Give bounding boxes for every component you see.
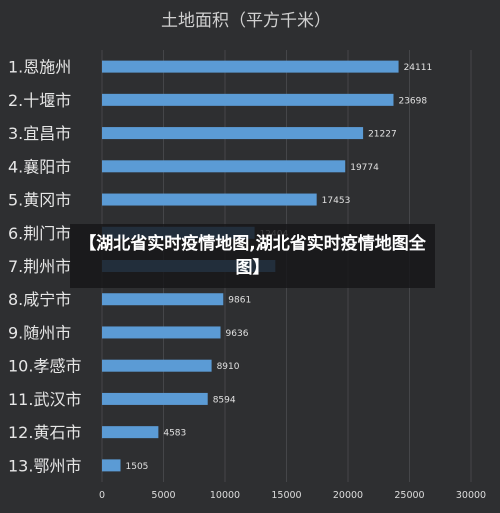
- value-label: 9636: [226, 329, 249, 339]
- value-label: 9861: [228, 296, 251, 306]
- value-label: 4583: [163, 429, 186, 439]
- bar: [102, 160, 346, 173]
- value-label: 21227: [368, 130, 397, 140]
- category-label: 2.十堰市: [8, 91, 71, 110]
- bar: [102, 359, 212, 372]
- value-label: 8594: [213, 395, 236, 405]
- value-label: 19774: [350, 163, 379, 173]
- caption-text: 【湖北省实时疫情地图,湖北省实时疫情地图全图】: [79, 234, 426, 278]
- bar: [102, 293, 224, 306]
- value-label: 17453: [322, 196, 351, 206]
- x-tick-label: 25000: [394, 490, 424, 501]
- x-tick-label: 5000: [151, 490, 175, 501]
- bar: [102, 193, 317, 206]
- chart-title: 土地面积（平方千米）: [161, 11, 331, 31]
- category-label: 12.黄石市: [8, 423, 81, 442]
- bar: [102, 127, 364, 140]
- category-label: 9.随州市: [8, 323, 71, 342]
- category-label: 5.黄冈市: [8, 191, 71, 210]
- category-label: 1.恩施州: [8, 58, 71, 77]
- category-label: 11.武汉市: [8, 390, 81, 409]
- x-tick-label: 0: [99, 490, 105, 501]
- category-label: 13.鄂州市: [8, 456, 81, 475]
- caption-overlay: 【湖北省实时疫情地图,湖北省实时疫情地图全图】: [70, 224, 435, 288]
- x-tick-label: 30000: [456, 490, 486, 501]
- value-label: 23698: [398, 96, 427, 106]
- value-label: 24111: [404, 63, 433, 73]
- bar: [102, 392, 208, 405]
- category-label: 8.咸宁市: [8, 290, 71, 309]
- x-tick-label: 15000: [271, 490, 301, 501]
- bar: [102, 93, 394, 106]
- bar: [102, 459, 121, 472]
- category-label: 4.襄阳市: [8, 157, 71, 176]
- bar: [102, 326, 221, 339]
- category-labels: 1.恩施州 2.十堰市 3.宜昌市 4.襄阳市 5.黄冈市 6.荆门市 7.荆州市 8.咸宁市…: [8, 58, 81, 476]
- x-tick-label: 10000: [210, 490, 240, 501]
- bar: [102, 426, 159, 439]
- value-label: 8910: [217, 362, 240, 372]
- value-label: 1505: [126, 462, 149, 472]
- category-label: 10.孝感市: [8, 357, 81, 376]
- x-tick-label: 20000: [333, 490, 363, 501]
- category-label: 7.荆州市: [8, 257, 71, 276]
- category-label: 3.宜昌市: [8, 124, 71, 143]
- bar: [102, 60, 399, 73]
- x-axis-ticks: 0 5000 10000 15000 20000 25000 30000: [99, 490, 486, 501]
- category-label: 6.荆门市: [8, 224, 71, 243]
